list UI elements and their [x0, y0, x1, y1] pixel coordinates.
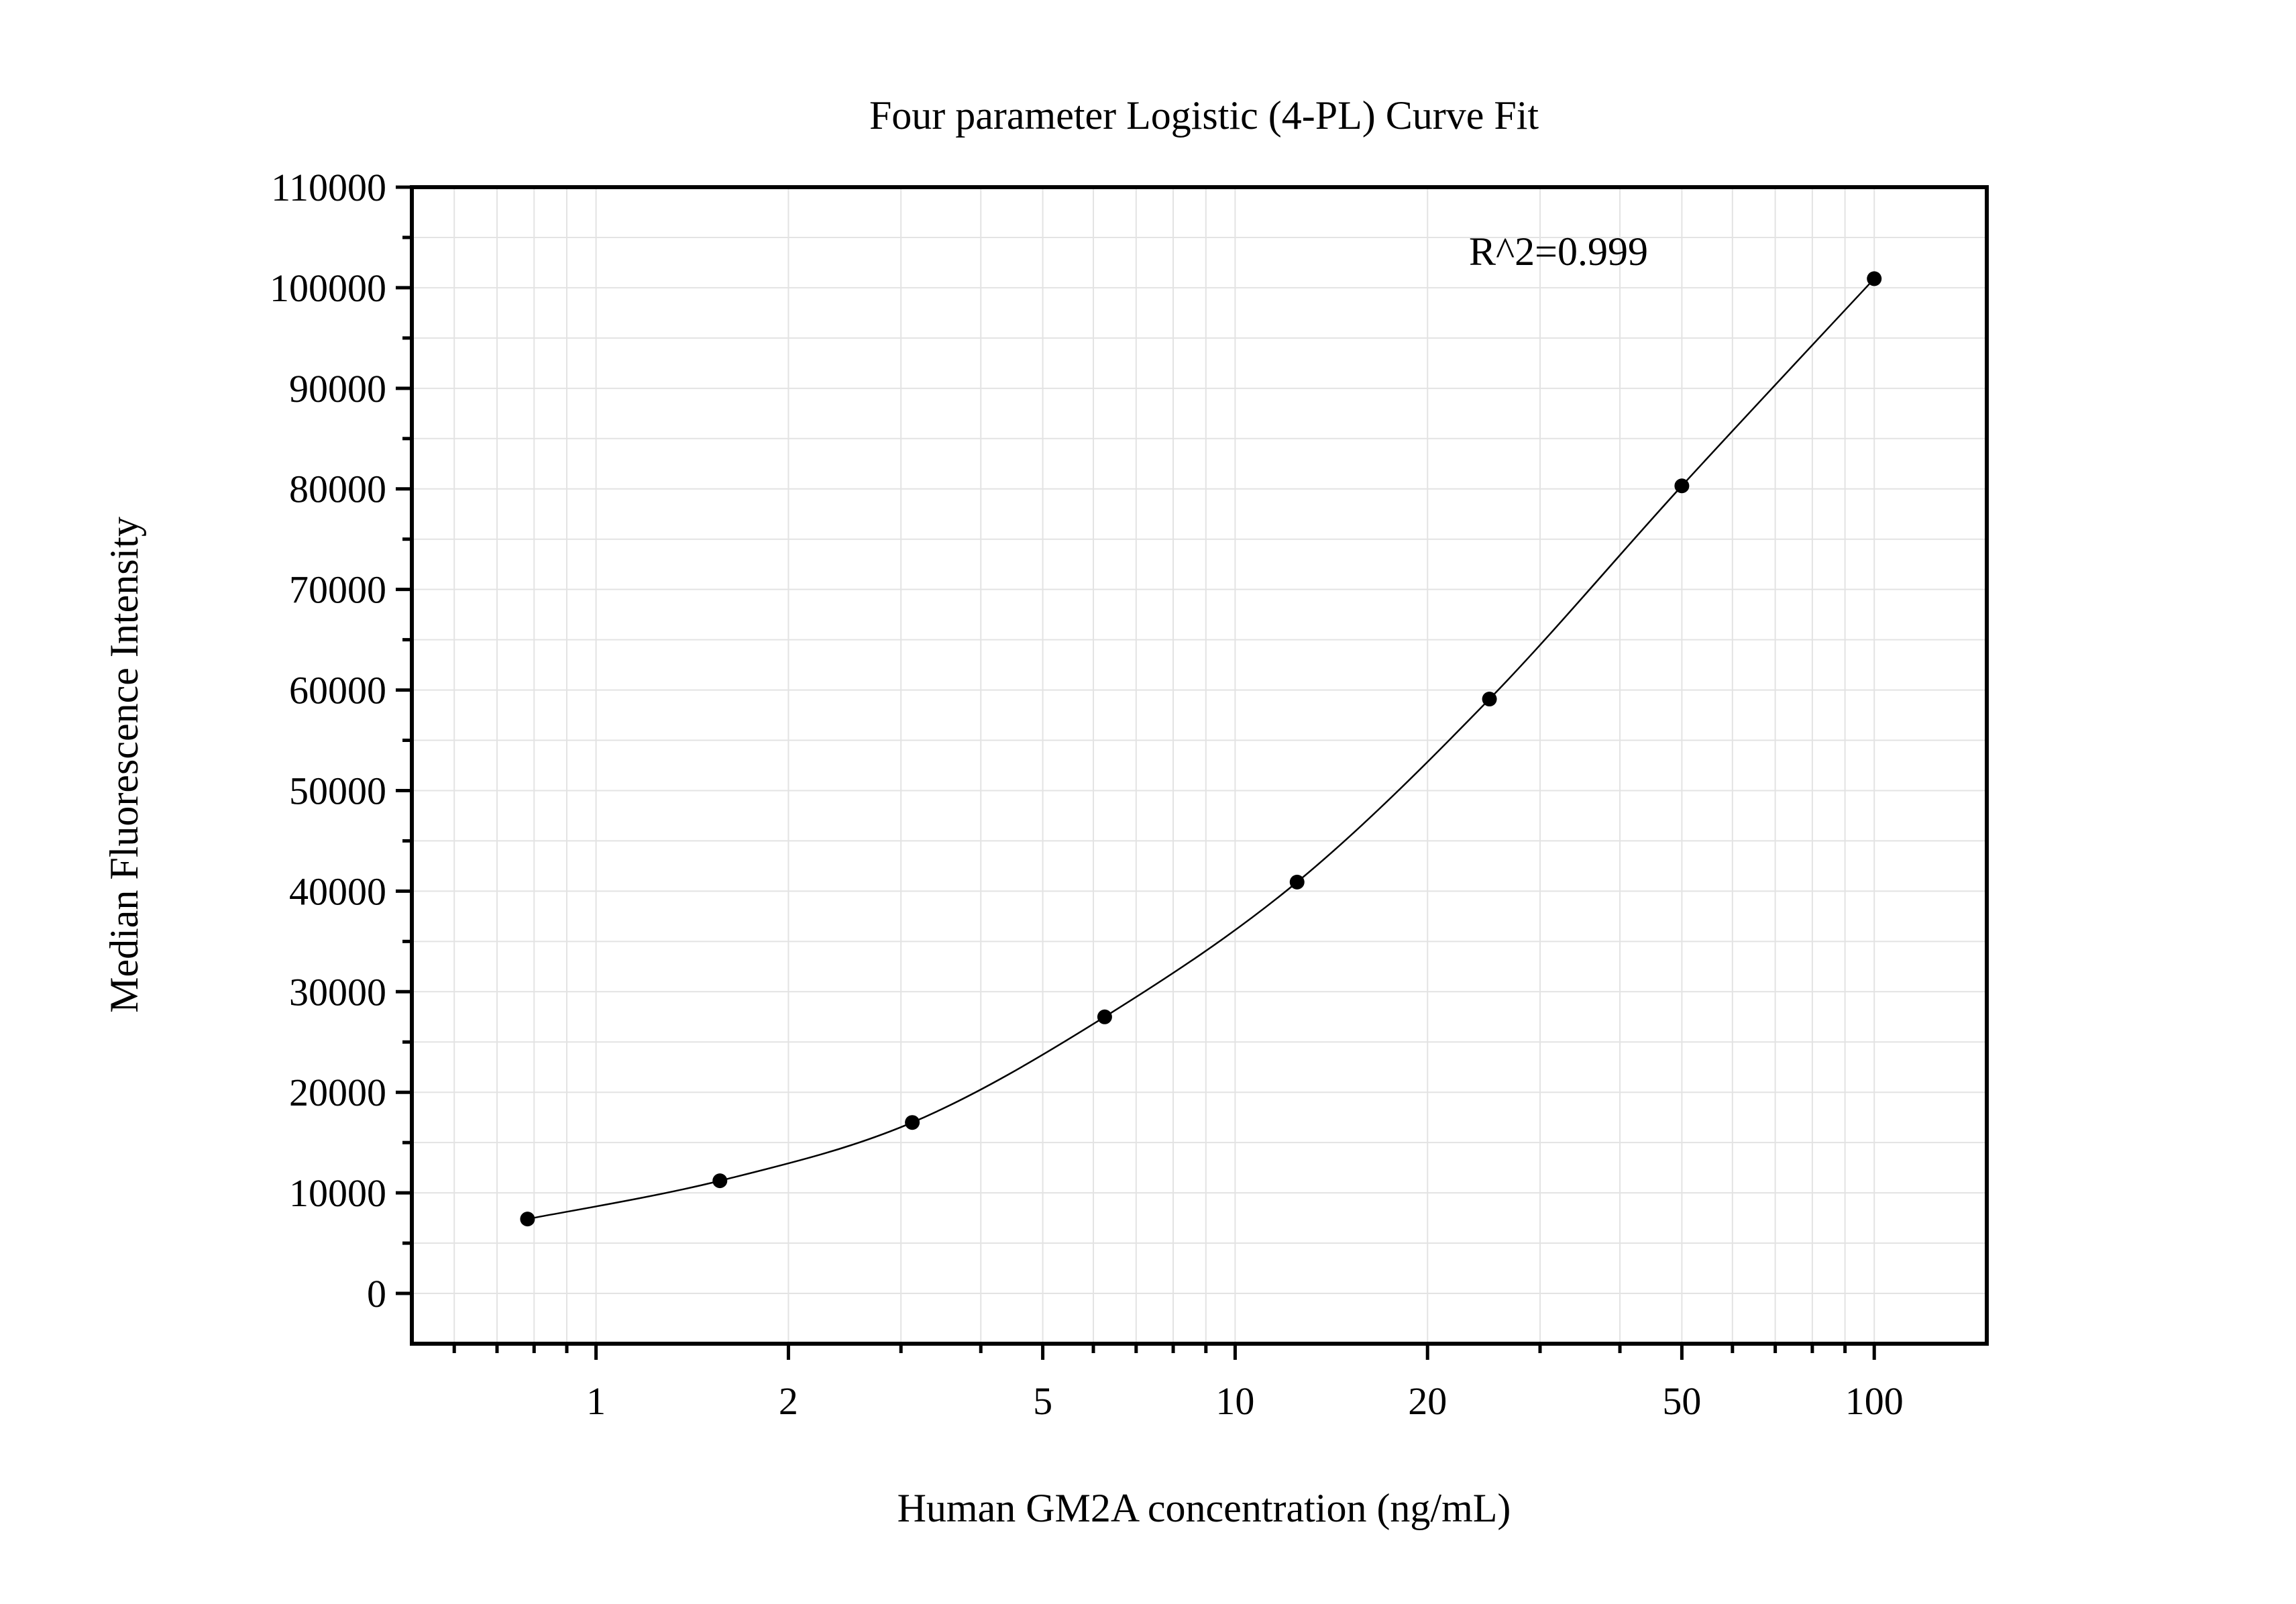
y-tick-label: 60000	[289, 669, 386, 712]
y-tick-label: 20000	[289, 1071, 386, 1114]
y-tick-label: 30000	[289, 970, 386, 1014]
y-tick-label: 40000	[289, 869, 386, 913]
y-tick-label: 50000	[289, 769, 386, 812]
y-tick-label: 110000	[271, 166, 386, 209]
y-axis-label: Median Fluorescence Intensity	[102, 517, 146, 1013]
gridlines	[412, 186, 1987, 1344]
y-tick-label: 70000	[289, 568, 386, 612]
data-point	[1867, 271, 1882, 286]
data-point	[520, 1212, 535, 1227]
fit-curve-group	[527, 278, 1875, 1220]
axes: 0 10000 20000 30000 40000 50000 60000 70000 8000…	[270, 166, 1904, 1423]
y-tick-label: 80000	[289, 468, 386, 511]
r-squared-annotation: R^2=0.999	[1469, 229, 1648, 274]
x-tick-label: 5	[1033, 1379, 1052, 1423]
y-tick-label: 10000	[289, 1171, 386, 1215]
data-points	[520, 271, 1882, 1227]
y-tick-label: 0	[367, 1272, 386, 1316]
data-point	[905, 1115, 920, 1130]
chart-title: Four parameter Logistic (4-PL) Curve Fit	[869, 93, 1539, 138]
x-tick-label: 50	[1662, 1379, 1701, 1423]
plot-frame	[410, 185, 1989, 1346]
x-tick-label: 1	[586, 1379, 606, 1423]
data-point	[1482, 692, 1497, 707]
data-point	[712, 1173, 728, 1189]
x-tick-label: 20	[1408, 1379, 1447, 1423]
fit-curve	[527, 278, 1875, 1220]
x-tick-label: 10	[1215, 1379, 1254, 1423]
data-point	[1097, 1009, 1112, 1024]
x-tick-label: 2	[779, 1379, 798, 1423]
data-point	[1674, 478, 1690, 494]
data-point	[1289, 874, 1305, 890]
x-axis-label: Human GM2A concentration (ng/mL)	[897, 1486, 1511, 1530]
x-tick-label: 100	[1845, 1379, 1904, 1423]
y-tick-label: 90000	[289, 367, 386, 411]
y-tick-label: 100000	[270, 266, 386, 310]
